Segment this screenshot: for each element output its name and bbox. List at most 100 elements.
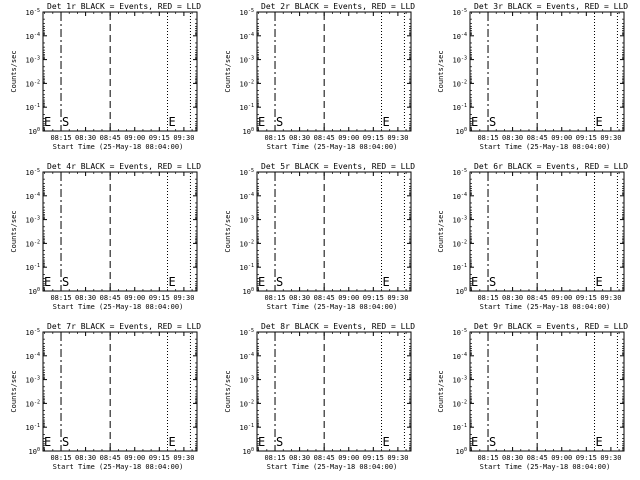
y-tick-label: 10-1: [26, 263, 40, 272]
y-tick-label: 10-4: [453, 352, 467, 361]
axes-frame: [469, 11, 625, 132]
y-tick-label: 10-4: [453, 192, 467, 201]
x-tick-label: 09:30: [387, 134, 408, 142]
y-tick-label: 10-5: [26, 168, 40, 177]
y-tick-label: 10-1: [453, 263, 467, 272]
y-axis-label: Counts/sec: [437, 370, 445, 412]
y-tick-label: 10-3: [453, 216, 467, 225]
y-tick-label: 10-3: [453, 56, 467, 65]
x-tick-label: 08:15: [264, 134, 285, 142]
panel-title: Det 9r BLACK = Events, RED = LLD: [474, 322, 628, 331]
x-tick-label: 09:30: [387, 294, 408, 302]
panel-title: Det 3r BLACK = Events, RED = LLD: [474, 2, 628, 11]
y-tick-label: 10-3: [26, 56, 40, 65]
x-tick-label: 09:15: [363, 454, 384, 462]
panel-title: Det 1r BLACK = Events, RED = LLD: [47, 2, 201, 11]
axes-frame: [256, 171, 412, 292]
marker-label-s: S: [489, 435, 496, 449]
y-tick-label: 10-4: [26, 192, 40, 201]
marker-label-s: S: [276, 275, 283, 289]
x-tick-label: 09:00: [338, 134, 359, 142]
x-tick-label: 08:45: [314, 294, 335, 302]
y-tick-label: 10-1: [26, 103, 40, 112]
x-axis-label: Start Time (25-May-18 08:04:00): [480, 463, 611, 471]
x-tick-label: 08:45: [527, 454, 548, 462]
x-tick-label: 08:45: [314, 454, 335, 462]
panel-title: Det 7r BLACK = Events, RED = LLD: [47, 322, 201, 331]
y-tick-label: 10-4: [240, 32, 254, 41]
x-tick-label: 08:45: [100, 134, 121, 142]
x-tick-label: 09:00: [124, 454, 145, 462]
y-tick-label: 100: [243, 287, 254, 296]
y-tick-label: 10-2: [240, 79, 254, 88]
y-tick-label: 10-4: [240, 352, 254, 361]
x-axis-label: Start Time (25-May-18 08:04:00): [53, 463, 184, 471]
y-tick-label: 10-1: [453, 423, 467, 432]
marker-label-e: E: [596, 275, 603, 289]
x-tick-label: 08:15: [50, 294, 71, 302]
panel-det-6: Det 6r BLACK = Events, RED = LLD 100 10-1 1…: [437, 162, 628, 311]
y-tick-label: 10-5: [240, 168, 254, 177]
panel-title: Det 6r BLACK = Events, RED = LLD: [474, 162, 628, 171]
x-tick-label: 09:15: [149, 134, 170, 142]
x-tick-label: 08:45: [527, 294, 548, 302]
y-tick-label: 10-4: [453, 32, 467, 41]
x-tick-label: 09:15: [363, 294, 384, 302]
marker-label-e: E: [44, 115, 51, 129]
y-axis-label: Counts/sec: [224, 50, 232, 92]
panel-det-2: Det 2r BLACK = Events, RED = LLD 100 10-1 1…: [224, 2, 415, 151]
marker-label-s: S: [489, 275, 496, 289]
x-tick-label: 08:15: [50, 134, 71, 142]
panel-det-5: Det 5r BLACK = Events, RED = LLD 100 10-1 1…: [224, 162, 415, 311]
y-tick-label: 10-2: [453, 79, 467, 88]
x-tick-label: 08:45: [314, 134, 335, 142]
x-axis-label: Start Time (25-May-18 08:04:00): [267, 303, 398, 311]
y-tick-label: 10-2: [26, 399, 40, 408]
marker-label-e: E: [383, 435, 390, 449]
marker-label-e: E: [596, 435, 603, 449]
axes-frame: [42, 11, 198, 132]
x-tick-label: 09:15: [576, 454, 597, 462]
x-tick-label: 08:30: [289, 294, 310, 302]
y-tick-label: 10-3: [240, 376, 254, 385]
marker-label-s: S: [276, 435, 283, 449]
y-tick-label: 10-5: [26, 328, 40, 337]
y-tick-label: 100: [29, 447, 40, 456]
y-tick-label: 10-3: [26, 216, 40, 225]
x-axis-label: Start Time (25-May-18 08:04:00): [267, 463, 398, 471]
x-tick-label: 09:00: [124, 134, 145, 142]
x-axis-label: Start Time (25-May-18 08:04:00): [53, 143, 184, 151]
y-axis-label: Counts/sec: [437, 210, 445, 252]
x-tick-label: 08:15: [477, 294, 498, 302]
y-axis-label: Counts/sec: [224, 370, 232, 412]
x-tick-label: 08:30: [289, 134, 310, 142]
marker-label-s: S: [62, 115, 69, 129]
panel-det-8: Det 8r BLACK = Events, RED = LLD 100 10-1 1…: [224, 322, 415, 471]
x-tick-label: 09:00: [551, 134, 572, 142]
axes-frame: [42, 171, 198, 292]
y-tick-label: 10-1: [240, 263, 254, 272]
x-tick-label: 08:30: [502, 134, 523, 142]
panel-title: Det 4r BLACK = Events, RED = LLD: [47, 162, 201, 171]
marker-label-e: E: [169, 435, 176, 449]
y-tick-label: 10-4: [26, 352, 40, 361]
x-axis-label: Start Time (25-May-18 08:04:00): [480, 143, 611, 151]
x-tick-label: 08:45: [527, 134, 548, 142]
axes-frame: [469, 331, 625, 452]
y-tick-label: 100: [456, 287, 467, 296]
x-tick-label: 08:30: [502, 454, 523, 462]
x-tick-label: 08:30: [75, 454, 96, 462]
panel-det-3: Det 3r BLACK = Events, RED = LLD 100 10-1 1…: [437, 2, 628, 151]
y-tick-label: 10-1: [240, 423, 254, 432]
x-tick-label: 08:30: [502, 294, 523, 302]
x-tick-label: 09:00: [338, 294, 359, 302]
y-tick-label: 100: [29, 127, 40, 136]
x-axis-label: Start Time (25-May-18 08:04:00): [53, 303, 184, 311]
marker-label-e: E: [169, 275, 176, 289]
x-tick-label: 08:15: [477, 134, 498, 142]
marker-label-e: E: [258, 435, 265, 449]
y-tick-label: 10-3: [26, 376, 40, 385]
panel-det-9: Det 9r BLACK = Events, RED = LLD 100 10-1 1…: [437, 322, 628, 471]
y-axis-label: Counts/sec: [10, 50, 18, 92]
